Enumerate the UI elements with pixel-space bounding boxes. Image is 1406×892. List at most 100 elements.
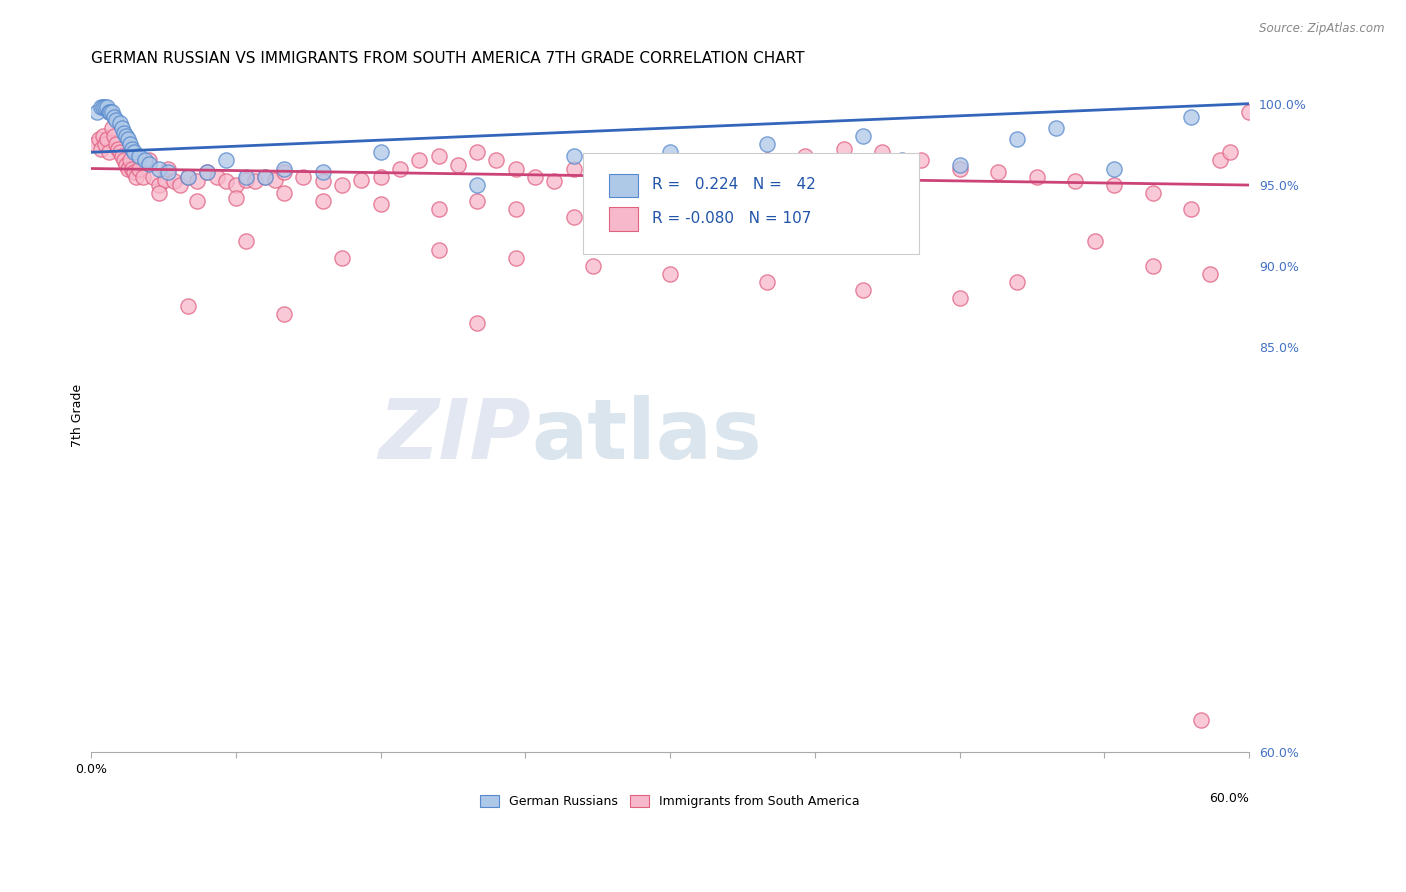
Point — [111, 148, 134, 162]
Text: ZIP: ZIP — [378, 395, 531, 476]
Point — [427, 148, 450, 162]
Point — [124, 169, 146, 184]
Point — [138, 156, 160, 170]
Point — [111, 120, 134, 135]
Point — [755, 137, 778, 152]
Point — [562, 161, 585, 176]
Text: GERMAN RUSSIAN VS IMMIGRANTS FROM SOUTH AMERICA 7TH GRADE CORRELATION CHART: GERMAN RUSSIAN VS IMMIGRANTS FROM SOUTH … — [91, 51, 804, 66]
Point — [562, 210, 585, 224]
Point — [408, 153, 430, 168]
Point — [543, 174, 565, 188]
Point — [112, 153, 135, 168]
Point — [1142, 259, 1164, 273]
Point — [195, 165, 218, 179]
Point — [948, 291, 970, 305]
Point — [84, 137, 107, 152]
Point — [562, 148, 585, 162]
Point — [215, 174, 238, 188]
Point — [465, 194, 488, 208]
Point — [93, 100, 115, 114]
Point — [832, 142, 855, 156]
Point — [600, 169, 623, 184]
Point — [148, 186, 170, 200]
Point — [253, 169, 276, 184]
Point — [118, 137, 141, 152]
Point — [659, 267, 682, 281]
Point — [235, 173, 257, 187]
Point — [263, 173, 285, 187]
Point — [91, 100, 114, 114]
Point — [813, 219, 835, 233]
Point — [186, 194, 208, 208]
Text: R = -0.080   N = 107: R = -0.080 N = 107 — [651, 211, 811, 226]
Point — [122, 165, 145, 179]
Point — [103, 110, 125, 124]
Point — [1199, 267, 1222, 281]
Point — [108, 145, 131, 160]
Point — [93, 137, 115, 152]
Point — [225, 191, 247, 205]
Point — [134, 153, 156, 168]
Text: atlas: atlas — [531, 395, 762, 476]
Point — [273, 165, 295, 179]
Point — [794, 148, 817, 162]
Point — [1007, 132, 1029, 146]
Point — [948, 161, 970, 176]
Point — [117, 161, 139, 176]
Point — [273, 307, 295, 321]
Point — [153, 173, 176, 187]
Point — [312, 174, 335, 188]
Point — [96, 100, 118, 114]
Bar — [609, 207, 638, 231]
Point — [86, 104, 108, 119]
Point — [1084, 235, 1107, 249]
Point — [717, 202, 740, 216]
Point — [148, 178, 170, 192]
Point — [157, 161, 180, 176]
Point — [176, 299, 198, 313]
Point — [890, 153, 912, 168]
Text: R =   0.224   N =   42: R = 0.224 N = 42 — [651, 178, 815, 193]
Point — [235, 235, 257, 249]
Point — [1102, 178, 1125, 192]
Point — [128, 161, 150, 176]
Point — [100, 104, 122, 119]
Point — [105, 137, 128, 152]
Point — [1180, 202, 1202, 216]
Point — [427, 243, 450, 257]
Point — [872, 145, 894, 160]
Point — [582, 259, 605, 273]
Point — [948, 158, 970, 172]
Point — [524, 169, 547, 184]
Point — [987, 165, 1010, 179]
Point — [117, 132, 139, 146]
Point — [112, 126, 135, 140]
Point — [465, 316, 488, 330]
Point — [1007, 275, 1029, 289]
Point — [107, 142, 129, 156]
Point — [97, 104, 120, 119]
Point — [235, 169, 257, 184]
Point — [659, 145, 682, 160]
Point — [1025, 169, 1047, 184]
Point — [717, 161, 740, 176]
Point — [910, 153, 932, 168]
Point — [121, 161, 143, 176]
Point — [101, 104, 124, 119]
Point — [90, 142, 112, 156]
Point — [292, 169, 315, 184]
Point — [312, 165, 335, 179]
Point — [176, 169, 198, 184]
Point — [1209, 153, 1232, 168]
Point — [485, 153, 508, 168]
Point — [273, 186, 295, 200]
Point — [852, 283, 875, 297]
Point — [1180, 110, 1202, 124]
Point — [330, 178, 353, 192]
Point — [1102, 161, 1125, 176]
Point — [96, 132, 118, 146]
Point — [121, 142, 143, 156]
Point — [90, 100, 112, 114]
Point — [186, 174, 208, 188]
Point — [103, 129, 125, 144]
